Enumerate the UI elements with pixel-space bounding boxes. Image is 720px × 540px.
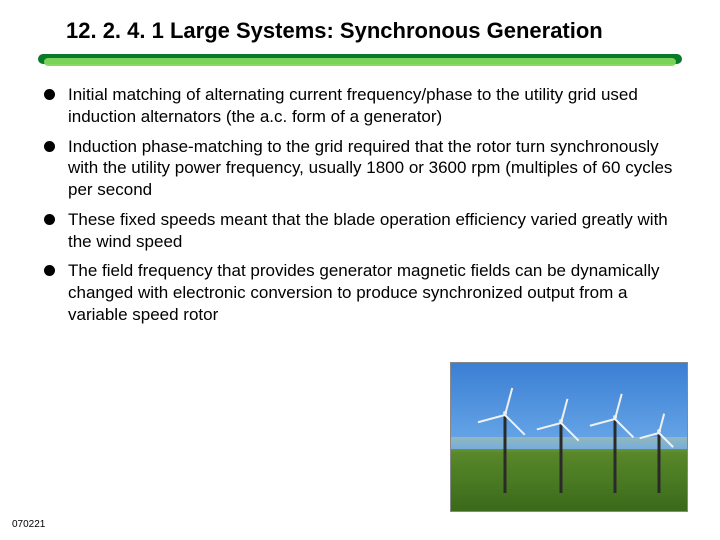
image-horizon	[451, 437, 687, 453]
underline-light	[44, 58, 676, 66]
bullet-item: The field frequency that provides genera…	[38, 260, 682, 325]
image-ground	[451, 449, 687, 511]
bullet-item: Induction phase-matching to the grid req…	[38, 136, 682, 201]
wind-turbine-image	[450, 362, 688, 512]
slide-footer: 070221	[12, 519, 45, 530]
title-underline	[38, 50, 682, 72]
bullet-item: Initial matching of alternating current …	[38, 84, 682, 128]
bullet-item: These fixed speeds meant that the blade …	[38, 209, 682, 253]
slide: 12. 2. 4. 1 Large Systems: Synchronous G…	[0, 0, 720, 540]
bullet-list: Initial matching of alternating current …	[38, 84, 682, 326]
slide-title: 12. 2. 4. 1 Large Systems: Synchronous G…	[66, 18, 690, 44]
